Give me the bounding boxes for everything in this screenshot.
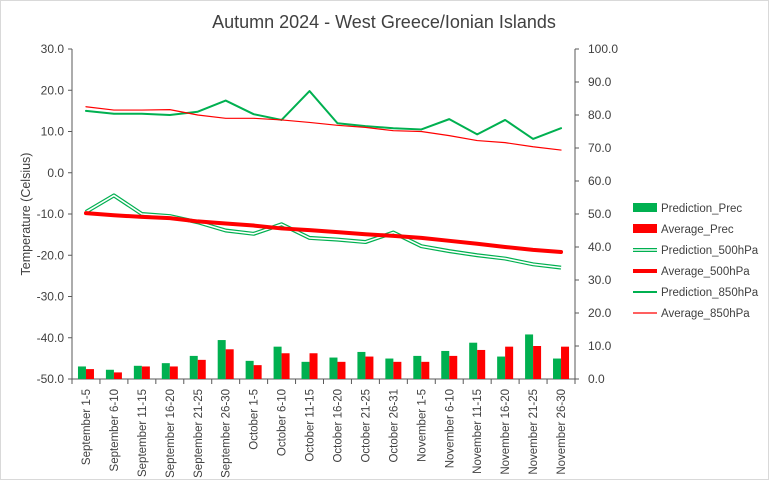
y-axis-title: Temperature (Celsius) xyxy=(19,153,33,276)
bar-average-prec xyxy=(561,346,570,379)
legend-prediction-850hpa-label: Prediction_850hPa xyxy=(661,287,759,299)
y-tick-label: -40.0 xyxy=(37,331,65,345)
y2-tick-label: 0.0 xyxy=(588,372,605,386)
line-average-500hpa xyxy=(83,211,564,254)
line-prediction-500hpa-inner xyxy=(85,194,562,269)
bar-average-prec xyxy=(225,349,234,379)
bar-prediction-prec xyxy=(357,351,366,379)
x-tick-label: November 21-25 xyxy=(528,389,540,475)
y-tick-label: -20.0 xyxy=(37,248,65,262)
bar-average-prec xyxy=(533,346,542,379)
bar-average-prec xyxy=(449,355,458,379)
x-tick-label: November 1-5 xyxy=(416,389,428,462)
x-tick-label: November 26-30 xyxy=(556,389,568,475)
bar-average-prec xyxy=(337,361,346,379)
bar-average-prec xyxy=(421,361,430,379)
bar-average-prec xyxy=(309,353,318,379)
legend-average-850hpa-label: Average_850hPa xyxy=(661,308,750,320)
bar-prediction-prec xyxy=(525,334,534,379)
y-tick-label: 0.0 xyxy=(47,166,64,180)
y2-tick-label: 40.0 xyxy=(588,240,612,254)
bar-average-prec xyxy=(253,365,262,379)
y2-tick-label: 100.0 xyxy=(588,42,618,56)
x-tick-label: September 11-15 xyxy=(137,389,149,477)
bar-prediction-prec xyxy=(469,342,478,379)
bar-average-prec xyxy=(197,359,206,379)
legend-average-500hpa-label: Average_500hPa xyxy=(661,266,750,278)
bar-average-prec xyxy=(281,353,290,379)
x-tick-label: October 21-25 xyxy=(360,389,372,463)
bar-prediction-prec xyxy=(497,356,506,379)
bar-prediction-prec xyxy=(217,340,226,379)
x-tick-label: September 1-5 xyxy=(81,389,93,465)
x-tick-label: October 16-20 xyxy=(332,389,344,463)
bar-average-prec xyxy=(365,356,374,379)
bar-prediction-prec xyxy=(189,355,198,379)
bar-average-prec xyxy=(113,372,122,379)
bar-prediction-prec xyxy=(329,357,338,379)
bar-prediction-prec xyxy=(553,358,562,379)
line-prediction-850hpa xyxy=(84,90,563,140)
y-tick-label: -10.0 xyxy=(37,207,65,221)
y2-tick-label: 30.0 xyxy=(588,273,612,287)
x-tick-label: September 21-25 xyxy=(193,389,205,478)
y2-tick-label: 10.0 xyxy=(588,339,612,353)
bar-prediction-prec xyxy=(105,369,114,379)
bar-prediction-prec xyxy=(385,358,394,379)
x-tick-label: November 6-10 xyxy=(444,389,456,468)
y-tick-label: -30.0 xyxy=(37,290,65,304)
bar-average-prec xyxy=(477,349,486,379)
bar-prediction-prec xyxy=(273,346,282,379)
line-average-850hpa xyxy=(85,106,562,151)
bar-prediction-prec xyxy=(441,350,450,379)
x-tick-label: October 26-31 xyxy=(388,389,400,463)
bar-average-prec xyxy=(85,369,94,379)
bar-prediction-prec xyxy=(77,366,86,379)
y2-tick-label: 70.0 xyxy=(588,141,612,155)
x-tick-label: September 26-30 xyxy=(221,389,233,478)
bar-prediction-prec xyxy=(161,363,170,379)
legend-average-prec-swatch xyxy=(633,224,657,233)
x-tick-label: September 6-10 xyxy=(109,389,121,471)
plot-area: 30.0 20.0 10.0 0.0 -10.0 -20.0 -30.0 -40.0 -50.0… xyxy=(37,42,619,478)
x-tick-label: October 6-10 xyxy=(277,389,289,456)
y-tick-label: 10.0 xyxy=(41,125,65,139)
y-tick-label: 30.0 xyxy=(41,42,65,56)
y-tick-label: 20.0 xyxy=(41,83,65,97)
bar-prediction-prec xyxy=(413,355,422,379)
y2-tick-label: 50.0 xyxy=(588,207,612,221)
y2-tick-label: 90.0 xyxy=(588,75,612,89)
bar-average-prec xyxy=(169,366,178,379)
x-tick-label: November 11-15 xyxy=(472,389,484,474)
y2-tick-label: 20.0 xyxy=(588,306,612,320)
bar-average-prec xyxy=(141,366,150,379)
x-tick-label: November 16-20 xyxy=(500,389,512,475)
bar-average-prec xyxy=(393,361,402,379)
legend: Prediction_Prec Average_Prec Prediction_50… xyxy=(633,203,759,320)
bar-prediction-prec xyxy=(245,360,254,379)
x-tick-label: September 16-20 xyxy=(165,389,177,478)
x-tick-label: October 11-15 xyxy=(305,389,317,462)
legend-prediction-500hpa-label: Prediction_500hPa xyxy=(661,245,759,257)
y2-tick-label: 80.0 xyxy=(588,108,612,122)
x-tick-label: October 1-5 xyxy=(249,389,261,450)
y-tick-label: -50.0 xyxy=(37,372,65,386)
bar-prediction-prec xyxy=(133,365,142,379)
bar-average-prec xyxy=(505,346,514,379)
bar-prediction-prec xyxy=(301,361,310,379)
legend-average-prec-label: Average_Prec xyxy=(661,224,734,236)
y2-tick-label: 60.0 xyxy=(588,174,612,188)
legend-prediction-prec-swatch xyxy=(633,203,657,212)
chart-title: Autumn 2024 - West Greece/Ionian Islands xyxy=(212,12,556,32)
legend-prediction-prec-label: Prediction_Prec xyxy=(661,203,742,215)
